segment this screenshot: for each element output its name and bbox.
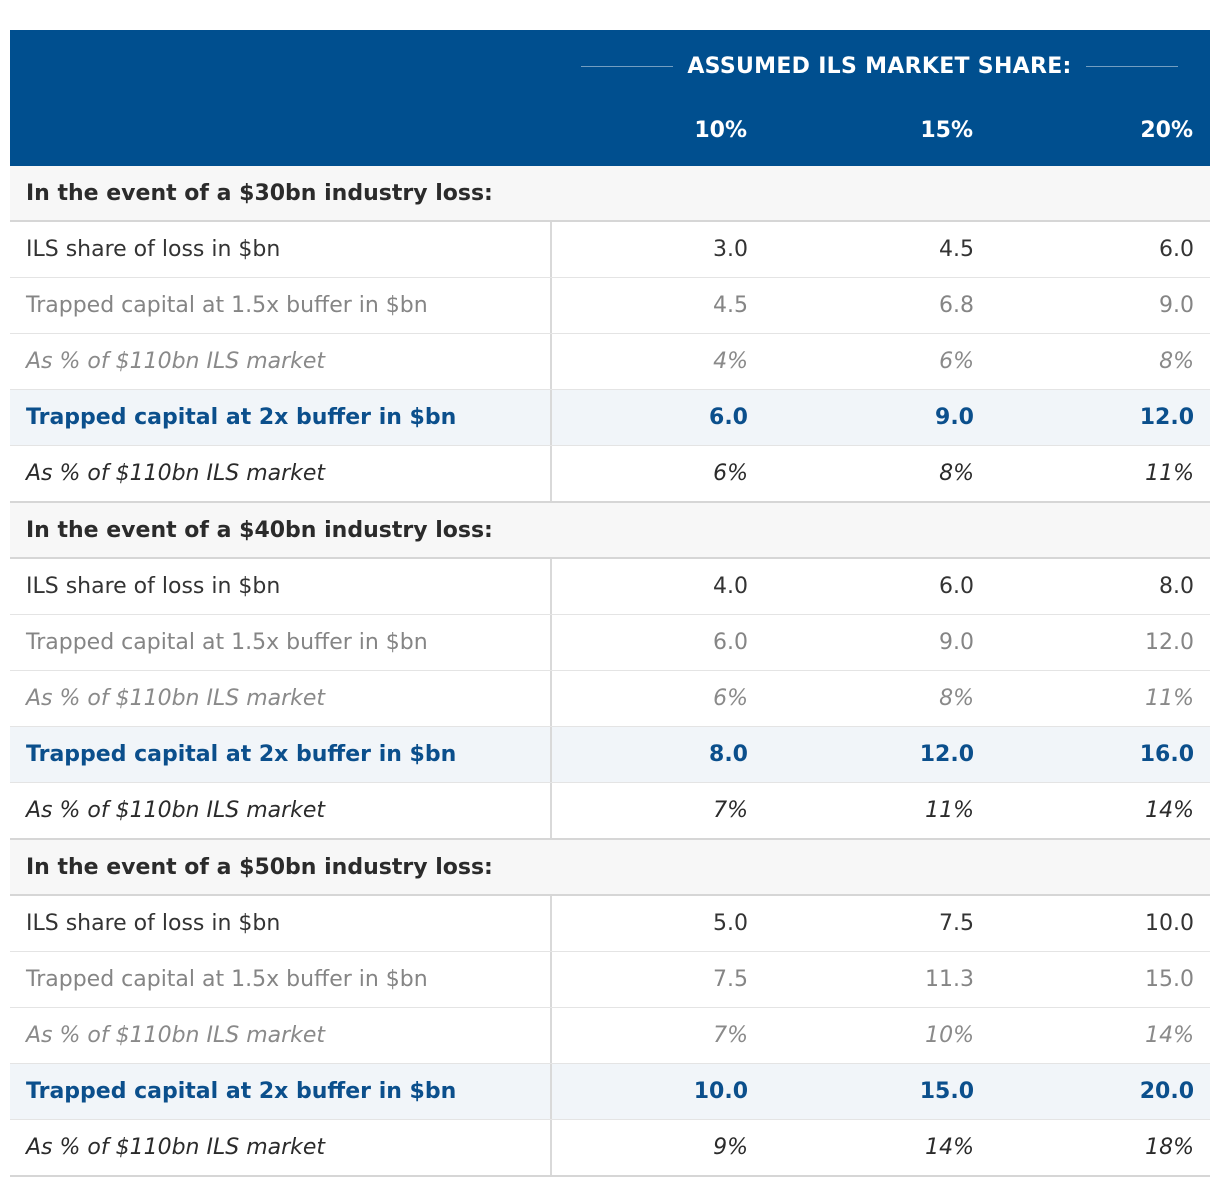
ils-trapped-capital-table: ASSUMED ILS MARKET SHARE: 10% 15% 20% In… (10, 30, 1210, 1177)
trapped-capital-1-5x-row: Trapped capital at 1.5x buffer in $bn 4.5… (10, 278, 1210, 334)
cell-value: 8% (939, 686, 974, 711)
cell-value: 7% (713, 798, 748, 823)
cell-value: 11% (1145, 686, 1194, 711)
cell-value: 10.0 (693, 1079, 748, 1104)
cell-value: 15.0 (1145, 967, 1194, 992)
cell-value: 4.5 (713, 293, 748, 318)
row-label: As % of $110bn ILS market (10, 334, 552, 389)
cell-value: 11.3 (925, 967, 974, 992)
cell-value: 10% (925, 1023, 974, 1048)
cell-value: 8% (1159, 349, 1194, 374)
divider (1085, 65, 1179, 67)
pct-of-market-1-5x-row: As % of $110bn ILS market 7% 10% 14% (10, 1008, 1210, 1064)
cell-value: 14% (1145, 798, 1194, 823)
super-header: ASSUMED ILS MARKET SHARE: (581, 50, 1179, 82)
row-label: Trapped capital at 1.5x buffer in $bn (10, 278, 552, 333)
pct-of-market-2x-row: As % of $110bn ILS market 6% 8% 11% (10, 446, 1210, 503)
cell-value: 9.0 (935, 405, 974, 430)
cell-value: 7.5 (939, 911, 974, 936)
row-label: As % of $110bn ILS market (10, 446, 552, 501)
cell-value: 18% (1145, 1135, 1194, 1160)
row-label: Trapped capital at 2x buffer in $bn (10, 727, 552, 782)
trapped-capital-1-5x-row: Trapped capital at 1.5x buffer in $bn 6.0… (10, 615, 1210, 671)
cell-value: 12.0 (1139, 405, 1194, 430)
cell-value: 6.0 (713, 630, 748, 655)
row-label: ILS share of loss in $bn (10, 896, 552, 951)
pct-of-market-1-5x-row: As % of $110bn ILS market 6% 8% 11% (10, 671, 1210, 727)
trapped-capital-1-5x-row: Trapped capital at 1.5x buffer in $bn 7.5… (10, 952, 1210, 1008)
cell-value: 12.0 (1145, 630, 1194, 655)
pct-of-market-2x-row: As % of $110bn ILS market 7% 11% 14% (10, 783, 1210, 840)
cell-value: 9.0 (939, 630, 974, 655)
column-header-10: 10% (694, 118, 747, 143)
cell-value: 5.0 (713, 911, 748, 936)
row-label: Trapped capital at 1.5x buffer in $bn (10, 952, 552, 1007)
cell-value: 9% (713, 1135, 748, 1160)
cell-value: 9.0 (1159, 293, 1194, 318)
row-label: As % of $110bn ILS market (10, 1008, 552, 1063)
cell-value: 11% (925, 798, 974, 823)
row-label: Trapped capital at 2x buffer in $bn (10, 1064, 552, 1119)
ils-share-row: ILS share of loss in $bn 5.0 7.5 10.0 (10, 896, 1210, 952)
pct-of-market-2x-row: As % of $110bn ILS market 9% 14% 18% (10, 1120, 1210, 1177)
column-header-15: 15% (920, 118, 973, 143)
cell-value: 7.5 (713, 967, 748, 992)
cell-value: 6% (713, 461, 748, 486)
pct-of-market-1-5x-row: As % of $110bn ILS market 4% 6% 8% (10, 334, 1210, 390)
cell-value: 14% (925, 1135, 974, 1160)
cell-value: 12.0 (919, 742, 974, 767)
cell-value: 6.0 (1159, 237, 1194, 262)
cell-value: 6.0 (939, 574, 974, 599)
table-header: ASSUMED ILS MARKET SHARE: 10% 15% 20% (10, 30, 1210, 166)
trapped-capital-2x-row: Trapped capital at 2x buffer in $bn 10.0 1… (10, 1064, 1210, 1120)
cell-value: 8% (939, 461, 974, 486)
cell-value: 8.0 (1159, 574, 1194, 599)
cell-value: 4.5 (939, 237, 974, 262)
row-label: ILS share of loss in $bn (10, 222, 552, 277)
section-title: In the event of a $40bn industry loss: (10, 503, 1210, 559)
cell-value: 10.0 (1145, 911, 1194, 936)
section-title: In the event of a $50bn industry loss: (10, 840, 1210, 896)
row-label: Trapped capital at 2x buffer in $bn (10, 390, 552, 445)
cell-value: 8.0 (709, 742, 748, 767)
cell-value: 16.0 (1139, 742, 1194, 767)
row-label: As % of $110bn ILS market (10, 671, 552, 726)
cell-value: 6.0 (709, 405, 748, 430)
column-header-20: 20% (1140, 118, 1193, 143)
trapped-capital-2x-row: Trapped capital at 2x buffer in $bn 6.0 9.… (10, 390, 1210, 446)
cell-value: 4% (713, 349, 748, 374)
row-label: As % of $110bn ILS market (10, 783, 552, 838)
cell-value: 14% (1145, 1023, 1194, 1048)
section-title: In the event of a $30bn industry loss: (10, 166, 1210, 222)
cell-value: 11% (1145, 461, 1194, 486)
cell-value: 4.0 (713, 574, 748, 599)
super-header-label: ASSUMED ILS MARKET SHARE: (687, 53, 1072, 79)
cell-value: 6% (939, 349, 974, 374)
cell-value: 6% (713, 686, 748, 711)
trapped-capital-2x-row: Trapped capital at 2x buffer in $bn 8.0 12… (10, 727, 1210, 783)
table-body: In the event of a $30bn industry loss: IL… (10, 166, 1210, 1177)
ils-share-row: ILS share of loss in $bn 4.0 6.0 8.0 (10, 559, 1210, 615)
cell-value: 6.8 (939, 293, 974, 318)
cell-value: 7% (713, 1023, 748, 1048)
cell-value: 15.0 (919, 1079, 974, 1104)
row-label: As % of $110bn ILS market (10, 1120, 552, 1175)
row-label: Trapped capital at 1.5x buffer in $bn (10, 615, 552, 670)
row-label: ILS share of loss in $bn (10, 559, 552, 614)
divider (581, 65, 674, 67)
cell-value: 20.0 (1139, 1079, 1194, 1104)
cell-value: 3.0 (713, 237, 748, 262)
ils-share-row: ILS share of loss in $bn 3.0 4.5 6.0 (10, 222, 1210, 278)
